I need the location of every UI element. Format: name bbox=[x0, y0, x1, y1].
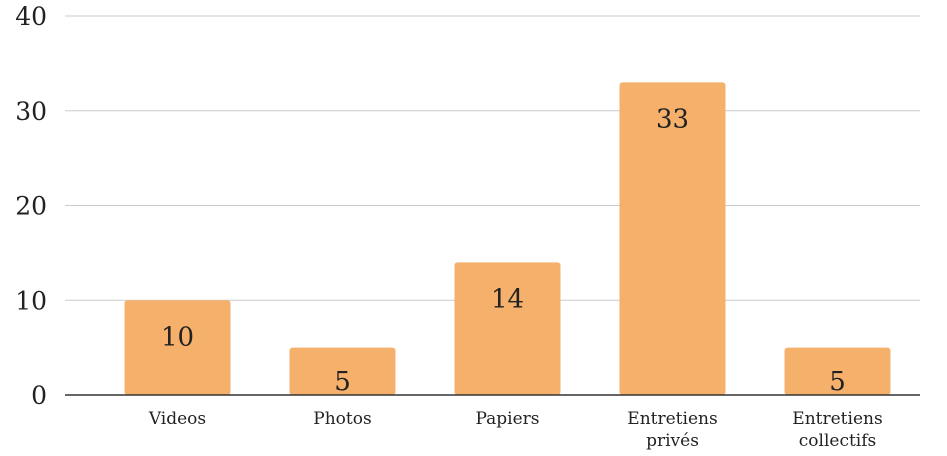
category-label-1-line-0: Photos bbox=[313, 409, 371, 429]
data-label-0: 10 bbox=[161, 322, 194, 352]
category-label-2: Papiers bbox=[475, 409, 539, 429]
y-tick-label-30: 30 bbox=[15, 97, 47, 126]
category-label-3: Entretiens privés bbox=[627, 409, 717, 451]
data-label-3: 33 bbox=[656, 104, 689, 134]
bar-2 bbox=[454, 262, 561, 395]
bars bbox=[124, 82, 891, 395]
category-label-2-line-0: Papiers bbox=[475, 409, 539, 429]
x-axis-category-labels: Videos Photos Papiers Entretiens privésEntre… bbox=[148, 409, 883, 451]
category-label-4-line-1: collectifs bbox=[799, 431, 877, 451]
bar-3 bbox=[619, 82, 726, 395]
category-label-1: Photos bbox=[313, 409, 371, 429]
y-tick-label-20: 20 bbox=[15, 192, 47, 221]
category-label-0-line-0: Videos bbox=[148, 409, 206, 429]
category-label-0: Videos bbox=[148, 409, 206, 429]
category-label-3-line-0: Entretiens bbox=[627, 409, 717, 429]
data-label-1: 5 bbox=[334, 367, 351, 397]
category-label-4-line-0: Entretiens bbox=[792, 409, 882, 429]
category-label-3-line-1: privés bbox=[646, 431, 699, 451]
grid-lines bbox=[65, 15, 920, 301]
data-label-4: 5 bbox=[829, 367, 846, 397]
data-label-2: 14 bbox=[491, 284, 524, 314]
bar-1 bbox=[289, 347, 396, 395]
y-axis-tick-labels: 0 10 20 30 40 bbox=[15, 2, 47, 410]
data-labels: 10 5 14 33 5 bbox=[161, 104, 846, 397]
y-tick-label-10: 10 bbox=[15, 286, 47, 315]
y-tick-label-40: 40 bbox=[15, 2, 47, 31]
category-label-4: Entretiens collectifs bbox=[792, 409, 882, 451]
bar-0 bbox=[124, 300, 231, 395]
bar-4 bbox=[784, 347, 891, 395]
y-tick-label-0: 0 bbox=[31, 381, 47, 410]
